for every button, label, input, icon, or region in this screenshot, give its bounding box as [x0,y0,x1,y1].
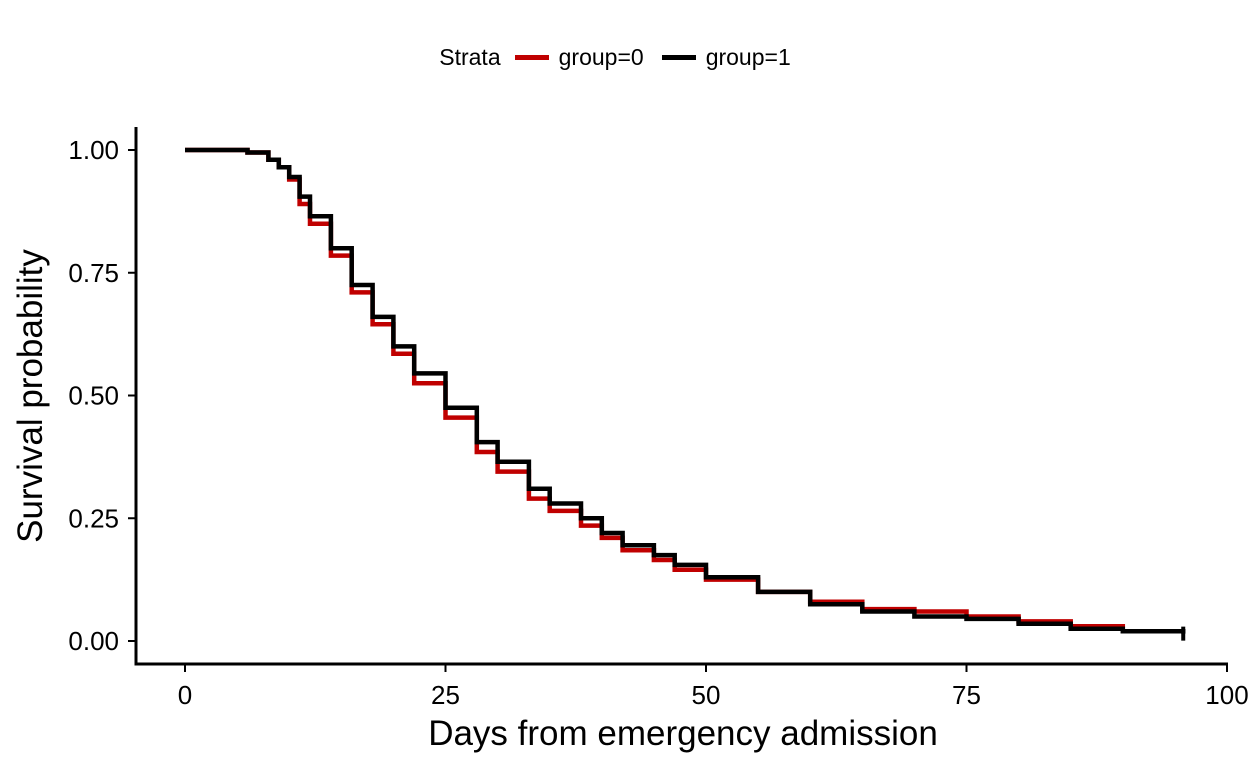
x-tick-label: 50 [692,680,721,710]
legend: Strata group=0 group=1 [0,40,1248,74]
legend-title: Strata [439,43,501,70]
y-tick-label: 0.25 [68,503,119,533]
x-tick-label: 75 [952,680,981,710]
y-tick-label: 0.75 [68,258,119,288]
y-tick-label: 1.00 [68,135,119,165]
legend-item-group-1: group=1 [661,43,791,71]
x-tick-label: 25 [431,680,460,710]
x-tick-label: 0 [178,680,192,710]
survival-curves [185,147,1186,641]
legend-item-group-0: group=0 [514,43,644,71]
legend-key-group-0 [514,54,549,60]
axes: 0 25 50 75 100 0.00 0.25 0.50 0.75 1.00 [68,127,1248,710]
legend-label-group-0: group=0 [558,43,644,70]
survival-curve-group-1 [185,147,1186,634]
legend-key-group-1 [661,54,696,60]
x-axis-label: Days from emergency admission [428,714,938,753]
y-tick-label: 0.50 [68,381,119,411]
y-axis-label: Survival probability [11,249,50,543]
x-tick-label: 100 [1205,680,1248,710]
y-tick-label: 0.00 [68,626,119,656]
legend-label-group-1: group=1 [705,43,791,70]
